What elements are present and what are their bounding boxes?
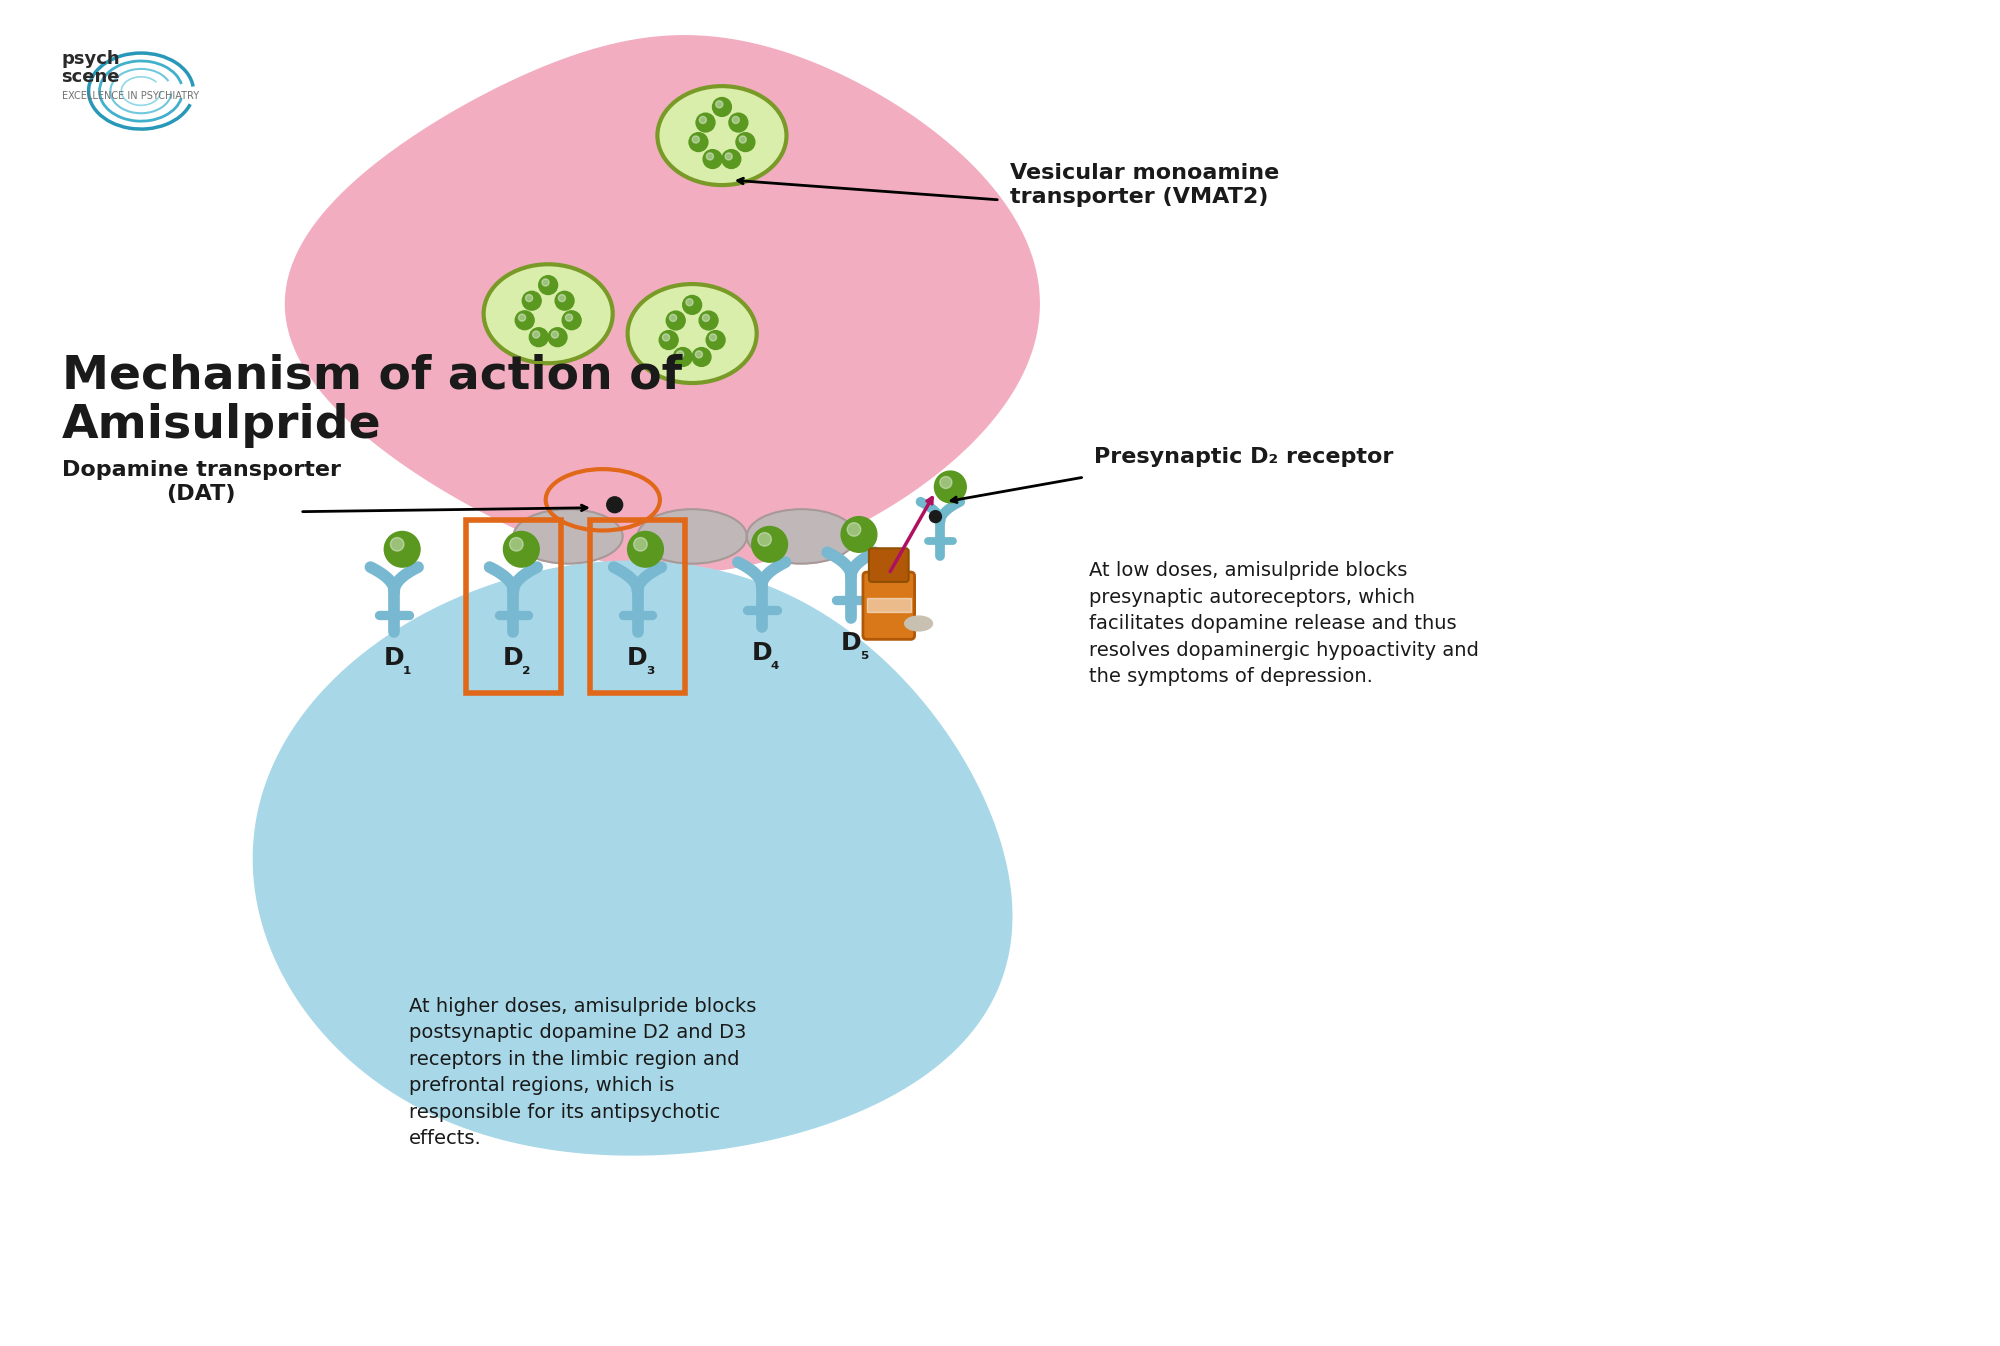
Circle shape [732,116,740,124]
Circle shape [660,331,678,350]
Circle shape [704,149,722,168]
Circle shape [702,315,710,322]
Text: Presynaptic D₂ receptor: Presynaptic D₂ receptor [1094,447,1394,467]
Circle shape [504,532,540,567]
Circle shape [758,533,772,546]
Circle shape [696,351,702,358]
Circle shape [842,517,876,552]
Text: ₂: ₂ [522,658,530,677]
Circle shape [634,537,648,551]
Circle shape [930,510,942,522]
Text: ₁: ₁ [402,658,412,677]
Circle shape [716,101,722,108]
Circle shape [538,276,558,295]
Text: ₃: ₃ [646,658,654,677]
Circle shape [548,328,566,346]
Circle shape [552,331,558,338]
Circle shape [692,136,700,143]
Circle shape [562,311,582,330]
Circle shape [606,497,622,513]
FancyBboxPatch shape [862,572,914,639]
Text: scene: scene [62,69,120,86]
Text: EXCELLENCE IN PSYCHIATRY: EXCELLENCE IN PSYCHIATRY [62,92,198,101]
Circle shape [566,314,572,322]
Text: ₅: ₅ [860,643,868,662]
Circle shape [526,295,532,302]
Circle shape [700,311,718,330]
Circle shape [736,133,754,152]
Circle shape [662,334,670,341]
FancyBboxPatch shape [868,548,908,581]
Circle shape [722,149,740,168]
Polygon shape [254,561,1012,1155]
Text: D: D [752,641,772,665]
Text: psych: psych [62,50,120,69]
Circle shape [934,471,966,503]
Circle shape [532,331,540,338]
Circle shape [518,314,526,322]
Text: D: D [384,646,404,670]
Circle shape [940,476,952,489]
Text: D: D [628,646,648,670]
Text: ₄: ₄ [770,654,778,673]
Circle shape [706,153,714,160]
Ellipse shape [746,509,856,564]
Ellipse shape [638,509,746,564]
Ellipse shape [904,616,932,631]
Circle shape [522,291,542,310]
Circle shape [674,347,692,366]
Circle shape [670,315,676,322]
Text: Mechanism of action of: Mechanism of action of [62,354,682,398]
Circle shape [706,331,726,350]
Text: D: D [840,631,862,656]
Circle shape [686,299,694,306]
Circle shape [728,113,748,132]
Circle shape [542,279,550,287]
Text: At low doses, amisulpride blocks
presynaptic autoreceptors, which
facilitates do: At low doses, amisulpride blocks presyna… [1090,561,1480,686]
Text: Amisulpride: Amisulpride [62,402,382,448]
Ellipse shape [514,509,622,564]
Circle shape [848,522,860,536]
Circle shape [692,347,710,366]
Text: At higher doses, amisulpride blocks
postsynaptic dopamine D2 and D3
receptors in: At higher doses, amisulpride blocks post… [410,996,756,1148]
Circle shape [516,311,534,330]
Text: D: D [504,646,524,670]
Circle shape [390,537,404,551]
Circle shape [530,328,548,346]
Circle shape [726,153,732,160]
Ellipse shape [628,284,756,384]
Circle shape [712,97,732,116]
Polygon shape [286,36,1040,572]
Circle shape [710,334,716,341]
Circle shape [384,532,420,567]
Circle shape [556,291,574,310]
Circle shape [752,526,788,563]
Text: Dopamine transporter
(DAT): Dopamine transporter (DAT) [62,460,340,503]
Circle shape [690,133,708,152]
Ellipse shape [484,264,612,363]
Circle shape [510,537,524,551]
Circle shape [558,295,566,302]
Circle shape [676,351,684,358]
Ellipse shape [658,86,786,186]
Text: Vesicular monoamine
transporter (VMAT2): Vesicular monoamine transporter (VMAT2) [1010,163,1280,207]
Circle shape [696,113,714,132]
Circle shape [740,136,746,143]
Circle shape [682,296,702,315]
Circle shape [666,311,686,330]
Bar [866,598,910,611]
Circle shape [628,532,664,567]
Circle shape [700,116,706,124]
